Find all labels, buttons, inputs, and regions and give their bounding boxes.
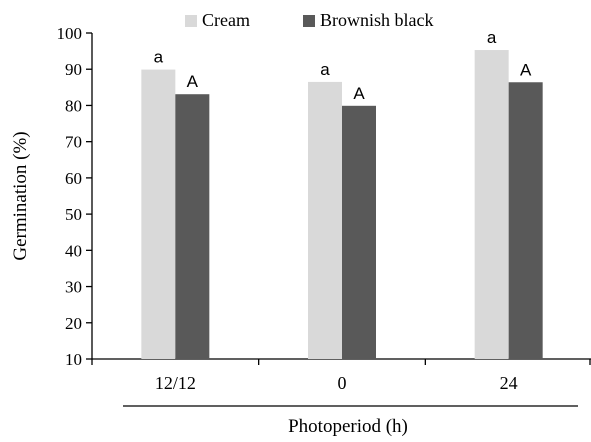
bar-brownish-black: [508, 82, 543, 360]
x-axis: 12/12 0 24: [91, 358, 591, 393]
legend-label: Cream: [202, 10, 250, 30]
x-tick-label: 12/12: [155, 373, 196, 393]
y-tick-label: 50: [65, 205, 82, 224]
y-tick-label: 70: [65, 133, 82, 152]
bar-cream: [474, 50, 509, 359]
bar-letters: a a a A A A: [154, 28, 532, 103]
x-tick-label: 0: [338, 373, 347, 393]
y-tick-label: 90: [65, 60, 82, 79]
x-axis-title: Photoperiod (h): [288, 416, 408, 437]
legend-swatch: [303, 15, 315, 27]
legend-label: Brownish black: [320, 10, 433, 30]
significance-letter: a: [487, 28, 497, 47]
bar-brownish-black: [342, 105, 376, 359]
x-tick-label: 24: [500, 373, 518, 393]
y-tick-label: 40: [65, 241, 82, 260]
significance-letter: A: [520, 60, 532, 79]
legend: Cream Brownish black: [185, 10, 433, 30]
significance-letter: a: [154, 48, 164, 67]
y-tick-label: 10: [65, 350, 82, 369]
y-axis: 10 20 30 40 50 60 70 80 90 100: [57, 24, 93, 369]
bars: [141, 50, 543, 360]
y-tick-label: 80: [65, 96, 82, 115]
bar-brownish-black: [175, 94, 210, 360]
y-tick-label: 20: [65, 314, 82, 333]
significance-letter: A: [353, 84, 365, 103]
bar-cream: [141, 69, 176, 359]
legend-swatch: [185, 15, 197, 27]
bar-cream: [308, 81, 342, 360]
y-tick-label: 100: [57, 24, 83, 43]
y-tick-label: 60: [65, 169, 82, 188]
y-tick-label: 30: [65, 278, 82, 297]
significance-letter: a: [320, 60, 330, 79]
y-axis-title: Germination (%): [10, 131, 31, 260]
significance-letter: A: [187, 72, 199, 91]
